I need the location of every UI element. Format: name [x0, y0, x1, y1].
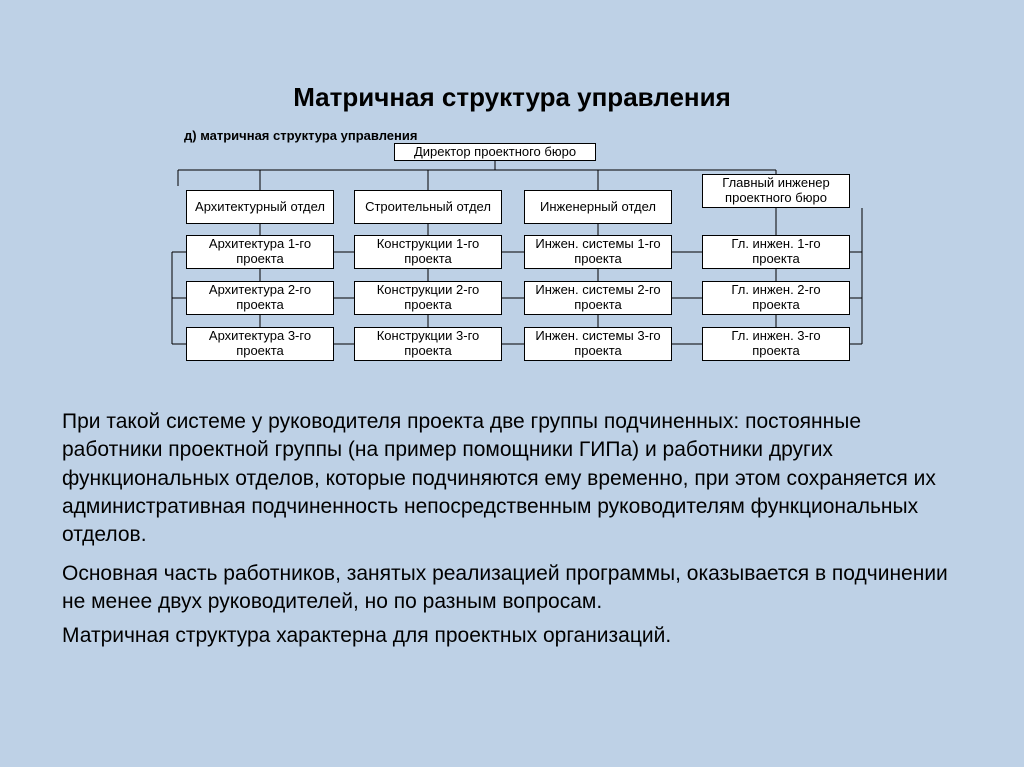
org-box-row0-col2: Инжен. системы 1-го проекта	[524, 235, 672, 269]
org-box-row1-col2: Инжен. системы 2-го проекта	[524, 281, 672, 315]
org-box-chief-engineer: Главный инженер проектного бюро	[702, 174, 850, 208]
org-box-department-1: Строительный отдел	[354, 190, 502, 224]
org-box-row2-col2: Инжен. системы 3-го проекта	[524, 327, 672, 361]
paragraph-2: Основная часть работников, занятых реали…	[62, 560, 962, 617]
org-box-row2-col1: Конструкции 3-го проекта	[354, 327, 502, 361]
page-title: Матричная структура управления	[0, 82, 1024, 113]
org-box-row2-col3: Гл. инжен. 3-го проекта	[702, 327, 850, 361]
org-box-row2-col0: Архитектура 3-го проекта	[186, 327, 334, 361]
paragraph-1: При такой системе у руководителя проекта…	[62, 408, 962, 550]
org-box-department-2: Инженерный отдел	[524, 190, 672, 224]
org-box-row1-col3: Гл. инжен. 2-го проекта	[702, 281, 850, 315]
org-box-row0-col0: Архитектура 1-го проекта	[186, 235, 334, 269]
paragraph-3: Матричная структура характерна для проек…	[62, 622, 962, 650]
org-box-row0-col3: Гл. инжен. 1-го проекта	[702, 235, 850, 269]
org-box-row1-col0: Архитектура 2-го проекта	[186, 281, 334, 315]
org-box-row1-col1: Конструкции 2-го проекта	[354, 281, 502, 315]
org-box-department-0: Архитектурный отдел	[186, 190, 334, 224]
diagram-subtitle: д) матричная структура управления	[184, 128, 417, 143]
org-box-row0-col1: Конструкции 1-го проекта	[354, 235, 502, 269]
org-box-director: Директор проектного бюро	[394, 143, 596, 161]
org-chart-connectors	[0, 0, 1024, 767]
